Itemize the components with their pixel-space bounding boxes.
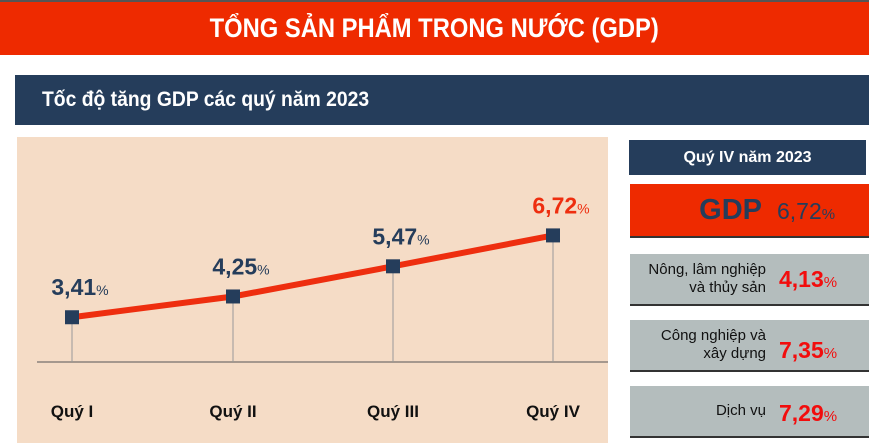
data-label: 5,47%: [372, 223, 429, 249]
sector-agriculture: Nông, lâm nghiệp và thủy sản 4,13%: [630, 254, 869, 306]
sector-value: 7,35%: [779, 337, 838, 363]
chart-title: Tốc độ tăng GDP các quý năm 2023: [42, 88, 370, 111]
gdp-box: GDP 6,72%: [630, 184, 869, 238]
line-chart: 3,41% Quý I 4,25% Quý II 5,47% Quý III 6,72% Qu…: [17, 137, 608, 443]
sector-value: 4,13%: [779, 266, 838, 292]
series-line: [71, 232, 554, 321]
gdp-value: 6,72%: [777, 198, 836, 224]
data-point: [226, 289, 240, 304]
data-label: 3,41%: [51, 274, 108, 300]
gdp-label: GDP: [699, 194, 762, 226]
data-point: [65, 310, 79, 325]
page-title: TỔNG SẢN PHẨM TRONG NƯỚC (GDP): [209, 13, 660, 43]
side-panel-title: Quý IV năm 2023: [629, 140, 866, 175]
data-label: 6,72%: [532, 192, 589, 218]
data-point: [386, 259, 400, 274]
data-point: [546, 228, 560, 243]
sector-value: 7,29%: [779, 400, 838, 426]
sector-label: Công nghiệp và xây dựng: [660, 327, 766, 362]
sector-label: Nông, lâm nghiệp và thủy sản: [648, 261, 766, 296]
category-label: Quý I: [51, 402, 94, 421]
chart-title-bar: Tốc độ tăng GDP các quý năm 2023: [15, 75, 869, 125]
sector-services: Dịch vụ 7,29%: [630, 386, 869, 438]
page-title-bar: TỔNG SẢN PHẨM TRONG NƯỚC (GDP): [0, 0, 869, 55]
category-label: Quý III: [367, 402, 419, 421]
chart-svg: 3,41% Quý I 4,25% Quý II 5,47% Quý III 6,72% Qu…: [37, 192, 608, 421]
category-label: Quý IV: [526, 402, 581, 421]
data-label: 4,25%: [212, 253, 269, 279]
sector-label: Dịch vụ: [715, 402, 766, 419]
category-label: Quý II: [209, 402, 256, 421]
sector-industry: Công nghiệp và xây dựng 7,35%: [630, 320, 869, 372]
